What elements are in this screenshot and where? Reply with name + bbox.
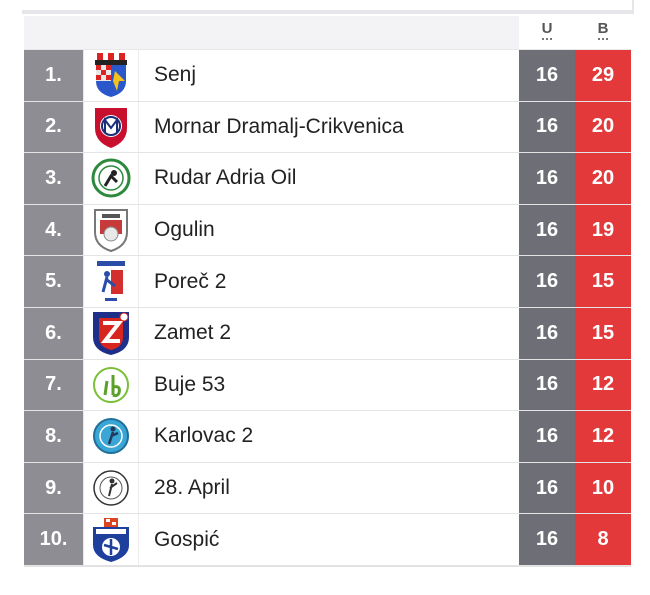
team-logo <box>84 359 139 411</box>
team-name[interactable]: Ogulin <box>154 218 215 242</box>
points-cell: 29 <box>575 50 631 101</box>
table-row[interactable]: 2. Mornar Dramalj-Crikvenica 16 20 <box>24 101 631 154</box>
header-played[interactable]: U <box>519 16 575 49</box>
points-cell: 8 <box>575 514 631 565</box>
played-cell: 16 <box>519 462 575 514</box>
rank-cell: 2. <box>24 101 84 153</box>
table-row[interactable]: 6. Zamet 2 16 15 <box>24 307 631 360</box>
senj-logo-icon <box>95 53 127 98</box>
team-logo <box>84 411 139 462</box>
rudar-logo-icon <box>91 158 131 198</box>
table-row[interactable]: 4. Ogulin 16 19 <box>24 204 631 257</box>
table-header: U B <box>24 16 631 50</box>
points-cell: 19 <box>575 204 631 256</box>
team-name[interactable]: Rudar Adria Oil <box>154 166 297 190</box>
team-logo <box>84 462 139 514</box>
points-cell: 15 <box>575 307 631 359</box>
table-row[interactable]: 10. Gospić 16 8 <box>24 514 631 566</box>
points-cell: 12 <box>575 359 631 411</box>
team-name[interactable]: Karlovac 2 <box>154 424 254 448</box>
table-row[interactable]: 9. 28. April 16 10 <box>24 462 631 515</box>
header-team-cell <box>139 16 519 49</box>
rank-cell: 9. <box>24 462 84 514</box>
played-cell: 16 <box>519 359 575 411</box>
played-cell: 16 <box>519 411 575 462</box>
header-played-label: U <box>541 21 553 40</box>
rank-cell: 7. <box>24 359 84 411</box>
played-cell: 16 <box>519 50 575 101</box>
top-divider <box>22 10 632 14</box>
standings-table: U B 1. Senj 16 29 2. <box>24 16 631 566</box>
team-name[interactable]: Senj <box>154 63 197 87</box>
points-cell: 12 <box>575 411 631 462</box>
team-name[interactable]: 28. April <box>154 476 230 500</box>
team-name[interactable]: Mornar Dramalj-Crikvenica <box>154 114 404 138</box>
points-cell: 15 <box>575 256 631 307</box>
played-cell: 16 <box>519 153 575 204</box>
team-name[interactable]: Buje 53 <box>154 372 226 396</box>
header-points-label: B <box>597 21 609 40</box>
played-cell: 16 <box>519 101 575 153</box>
played-cell: 16 <box>519 204 575 256</box>
header-points[interactable]: B <box>575 16 631 49</box>
right-divider <box>632 0 634 14</box>
played-cell: 16 <box>519 514 575 565</box>
team-logo <box>84 153 139 204</box>
header-rank-cell <box>24 16 84 49</box>
rank-cell: 5. <box>24 256 84 307</box>
rank-cell: 4. <box>24 204 84 256</box>
rank-cell: 1. <box>24 50 84 101</box>
team-logo <box>84 204 139 256</box>
zamet-logo-icon <box>93 312 129 356</box>
team-logo <box>84 514 139 565</box>
header-logo-cell <box>84 16 139 49</box>
team-name[interactable]: Poreč 2 <box>154 269 227 293</box>
team-logo <box>84 256 139 307</box>
team-logo <box>84 50 139 101</box>
played-cell: 16 <box>519 256 575 307</box>
rank-cell: 6. <box>24 307 84 359</box>
team-logo <box>84 307 139 359</box>
table-row[interactable]: 5. Poreč 2 16 15 <box>24 256 631 308</box>
played-cell: 16 <box>519 307 575 359</box>
ogulin-logo-icon <box>94 209 128 253</box>
points-cell: 10 <box>575 462 631 514</box>
table-row[interactable]: 8. Karlovac 2 16 12 <box>24 411 631 463</box>
rank-cell: 10. <box>24 514 84 565</box>
team-name[interactable]: Zamet 2 <box>154 321 232 345</box>
table-row[interactable]: 1. Senj 16 29 <box>24 50 631 102</box>
gospic-logo-icon <box>93 517 129 562</box>
porec-logo-icon <box>93 259 129 301</box>
buje-logo-icon <box>93 366 129 403</box>
table-row[interactable]: 7. Buje 53 16 12 <box>24 359 631 412</box>
rank-cell: 8. <box>24 411 84 462</box>
table-row[interactable]: 3. Rudar Adria Oil 16 20 <box>24 153 631 205</box>
team-name[interactable]: Gospić <box>154 527 220 551</box>
bottom-divider <box>24 566 631 567</box>
team-logo <box>84 101 139 153</box>
rank-cell: 3. <box>24 153 84 204</box>
points-cell: 20 <box>575 101 631 153</box>
karlovac-logo-icon <box>93 418 129 455</box>
points-cell: 20 <box>575 153 631 204</box>
mornar-logo-icon <box>95 107 127 148</box>
april-logo-icon <box>93 470 129 506</box>
